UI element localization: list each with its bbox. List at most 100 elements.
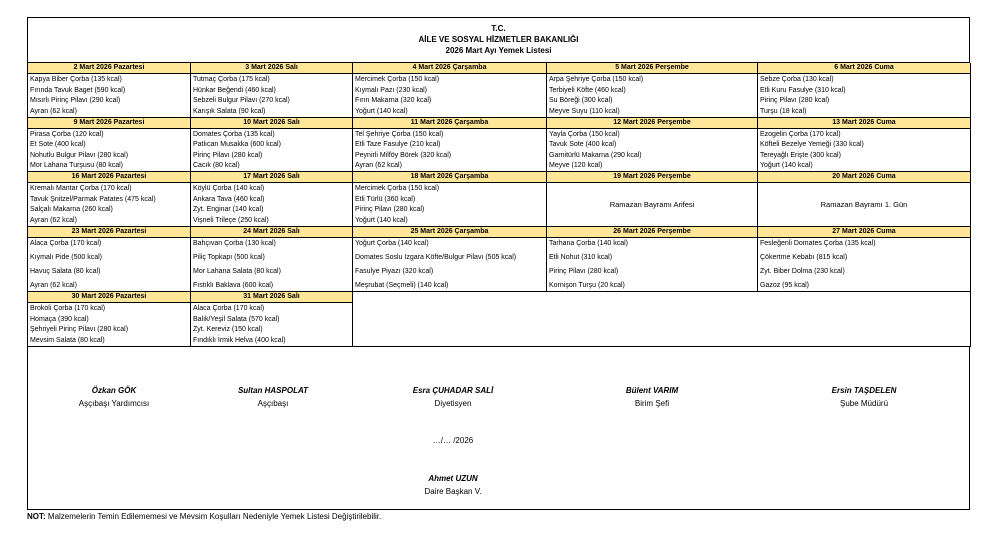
day-header: 24 Mart 2026 Salı xyxy=(191,227,353,238)
signer-name: Özkan GÖK xyxy=(91,386,137,395)
date-line: …/… /2026 xyxy=(432,436,474,445)
day-menu: Ramazan Bayramı Arifesi xyxy=(547,183,758,227)
menu-item: Peynirli Milföy Börek (320 kcal) xyxy=(355,151,452,159)
menu-item: Ayran (62 kcal) xyxy=(30,107,77,115)
day-header: 6 Mart 2026 Cuma xyxy=(758,63,971,74)
menu-table: 2 Mart 2026 Pazartesi Kapya Biber Çorba (… xyxy=(27,62,971,347)
menu-item: Hünkar Beğendi (460 kcal) xyxy=(193,86,276,94)
empty-cell xyxy=(353,292,971,347)
day-header: 17 Mart 2026 Salı xyxy=(191,172,353,183)
day-header: 20 Mart 2026 Cuma xyxy=(758,172,971,183)
menu-item: Köylü Çorba (140 kcal) xyxy=(193,185,265,192)
menu-item: Mor Lahana Turşusu (80 kcal) xyxy=(30,161,123,169)
menu-item: Pirinç Pilavı (280 kcal) xyxy=(549,268,619,275)
menu-item: Pirasa Çorba (120 kcal) xyxy=(30,131,104,138)
menu-item: Etli Nohut (310 kcal) xyxy=(549,254,613,261)
menu-item: Tarhana Çorba (140 kcal) xyxy=(549,240,628,247)
signature: Sultan HASPOLAT Aşçıbaşı xyxy=(183,386,363,408)
day-menu: Sebze Çorba (130 kcal) Etli Kuru Fasulye … xyxy=(758,74,971,118)
day-menu: Fesleğenli Domates Çorba (135 kcal) Çöker… xyxy=(758,238,971,292)
day-header: 30 Mart 2026 Pazartesi xyxy=(28,292,191,303)
day-menu: Pirasa Çorba (120 kcal) Et Sote (400 kcal… xyxy=(28,129,191,172)
day-menu: Alaca Çorba (170 kcal) Balık/Yeşil Salata… xyxy=(191,303,353,347)
menu-item: Zyt. Biber Dolma (230 kcal) xyxy=(760,268,845,275)
title-line: 2026 Mart Ayı Yemek Listesi xyxy=(445,46,552,55)
day-header: 13 Mart 2026 Cuma xyxy=(758,118,971,129)
menu-item: Kıymalı Pide (500 kcal) xyxy=(30,254,102,261)
menu-item: Alaca Çorba (170 kcal) xyxy=(30,240,102,247)
day-header: 18 Mart 2026 Çarşamba xyxy=(353,172,547,183)
day-header: 5 Mart 2026 Perşembe xyxy=(547,63,758,74)
day-header: 9 Mart 2026 Pazartesi xyxy=(28,118,191,129)
menu-item: Piliç Topkapı (500 kcal) xyxy=(193,254,265,261)
signer-name: Esra ÇUHADAR SALİ xyxy=(412,386,494,395)
signer-title: Şube Müdürü xyxy=(839,399,889,408)
menu-item: Brokoli Çorba (170 kcal) xyxy=(30,305,106,312)
day-header: 3 Mart 2026 Salı xyxy=(191,63,353,74)
menu-item: Turşu (18 kcal) xyxy=(760,107,807,115)
day-menu: Yayla Çorba (150 kcal) Tavuk Sote (400 kc… xyxy=(547,129,758,172)
menu-item: Fesleğenli Domates Çorba (135 kcal) xyxy=(760,240,876,247)
menu-item: Sebzeli Bulgur Pilavı (270 kcal) xyxy=(193,97,290,105)
signature: Özkan GÖK Aşçıbaşı Yardımcısı xyxy=(24,386,204,408)
menu-item: Tavuk Sote (400 kcal) xyxy=(549,141,617,149)
note-text: Malzemelerin Temin Edilememesi ve Mevsim… xyxy=(47,512,382,521)
menu-item: Pirinç Pilavı (280 kcal) xyxy=(355,206,425,214)
menu-item: Fıstıklı Baklava (600 kcal) xyxy=(193,282,274,289)
menu-item: Kremalı Mantar Çorba (170 kcal) xyxy=(30,185,132,192)
menu-item: Yayla Çorba (150 kcal) xyxy=(549,131,620,138)
menu-item: Fasulye Piyazı (320 kcal) xyxy=(355,268,434,275)
day-menu: Yoğurt Çorba (140 kcal) Domates Soslu Izg… xyxy=(353,238,547,292)
menu-item: Mercimek Çorba (150 kcal) xyxy=(355,185,440,192)
menu-item: Pirinç Pilavı (280 kcal) xyxy=(760,97,830,105)
menu-item: Salçalı Makarna (260 kcal) xyxy=(30,206,113,214)
signer-title: Aşçıbaşı xyxy=(257,399,289,408)
menu-item: Vişneli Trileçe (250 kcal) xyxy=(193,216,269,224)
menu-item: Et Sote (400 kcal) xyxy=(30,141,86,149)
menu-item: Yoğurt (140 kcal) xyxy=(355,107,408,115)
day-header: 27 Mart 2026 Cuma xyxy=(758,227,971,238)
day-menu: Mercimek Çorba (150 kcal) Kıymalı Pazı (2… xyxy=(353,74,547,118)
signature: Bülent VARIM Birim Şefi xyxy=(562,386,742,408)
menu-item: Tavuk Şnitzel/Parmak Patates (475 kcal) xyxy=(30,195,156,203)
menu-item: Ayran (62 kcal) xyxy=(30,282,77,289)
day-header: 26 Mart 2026 Perşembe xyxy=(547,227,758,238)
day-header: 25 Mart 2026 Çarşamba xyxy=(353,227,547,238)
menu-item: Tereyağlı Erişte (300 kcal) xyxy=(760,151,841,159)
menu-item: Etli Taze Fasulye (210 kcal) xyxy=(355,141,441,149)
menu-item: Domates Çorba (135 kcal) xyxy=(193,131,275,138)
title-line: AİLE VE SOSYAL HİZMETLER BAKANLIĞI xyxy=(418,35,579,44)
menu-item: Balık/Yeşil Salata (570 kcal) xyxy=(193,315,280,323)
menu-item: Arpa Şehriye Çorba (150 kcal) xyxy=(549,76,644,83)
signer-name: Sultan HASPOLAT xyxy=(237,386,309,395)
day-menu: Domates Çorba (135 kcal) Patlıcan Musakka… xyxy=(191,129,353,172)
menu-item: Yoğurt (140 kcal) xyxy=(760,161,813,169)
menu-item: Mercimek Çorba (150 kcal) xyxy=(355,76,440,83)
signature: Esra ÇUHADAR SALİ Diyetisyen xyxy=(363,386,543,408)
day-menu: Kapya Biber Çorba (135 kcal) Fırında Tavu… xyxy=(28,74,191,118)
menu-item: Yoğurt Çorba (140 kcal) xyxy=(355,240,429,247)
menu-item: Su Böreği (300 kcal) xyxy=(549,97,613,105)
menu-item: Havuç Salata (80 kcal) xyxy=(30,268,101,275)
day-menu: Tutmaç Çorba (175 kcal) Hünkar Beğendi (4… xyxy=(191,74,353,118)
footnote: NOT: Malzemelerin Temin Edilememesi ve M… xyxy=(27,512,381,521)
day-menu: Tel Şehriye Çorba (150 kcal) Etli Taze Fa… xyxy=(353,129,547,172)
day-menu: Arpa Şehriye Çorba (150 kcal) Terbiyeli K… xyxy=(547,74,758,118)
menu-item: Mevsim Salata (80 kcal) xyxy=(30,336,105,344)
signer-title: Diyetisyen xyxy=(434,399,472,408)
day-header: 2 Mart 2026 Pazartesi xyxy=(28,63,191,74)
menu-item: Karışık Salata (90 kcal) xyxy=(193,107,266,115)
menu-item: Garnitürlü Makarna (290 kcal) xyxy=(549,151,642,159)
day-menu: Alaca Çorba (170 kcal) Kıymalı Pide (500 … xyxy=(28,238,191,292)
menu-item: Ankara Tava (460 kcal) xyxy=(193,195,265,203)
menu-item: Mısırlı Pirinç Pilavı (290 kcal) xyxy=(30,97,121,105)
menu-item: Kıymalı Pazı (230 kcal) xyxy=(355,86,427,94)
note-label: NOT: xyxy=(27,512,46,521)
day-header: 4 Mart 2026 Çarşamba xyxy=(353,63,547,74)
menu-item: Pirinç Pilavı (280 kcal) xyxy=(193,151,263,159)
menu-item: Bahçıvan Çorba (130 kcal) xyxy=(193,240,276,247)
menu-item: Alaca Çorba (170 kcal) xyxy=(193,305,265,312)
day-menu: Brokoli Çorba (170 kcal) Homaça (390 kcal… xyxy=(28,303,191,347)
menu-item: Gazoz (95 kcal) xyxy=(760,282,810,289)
